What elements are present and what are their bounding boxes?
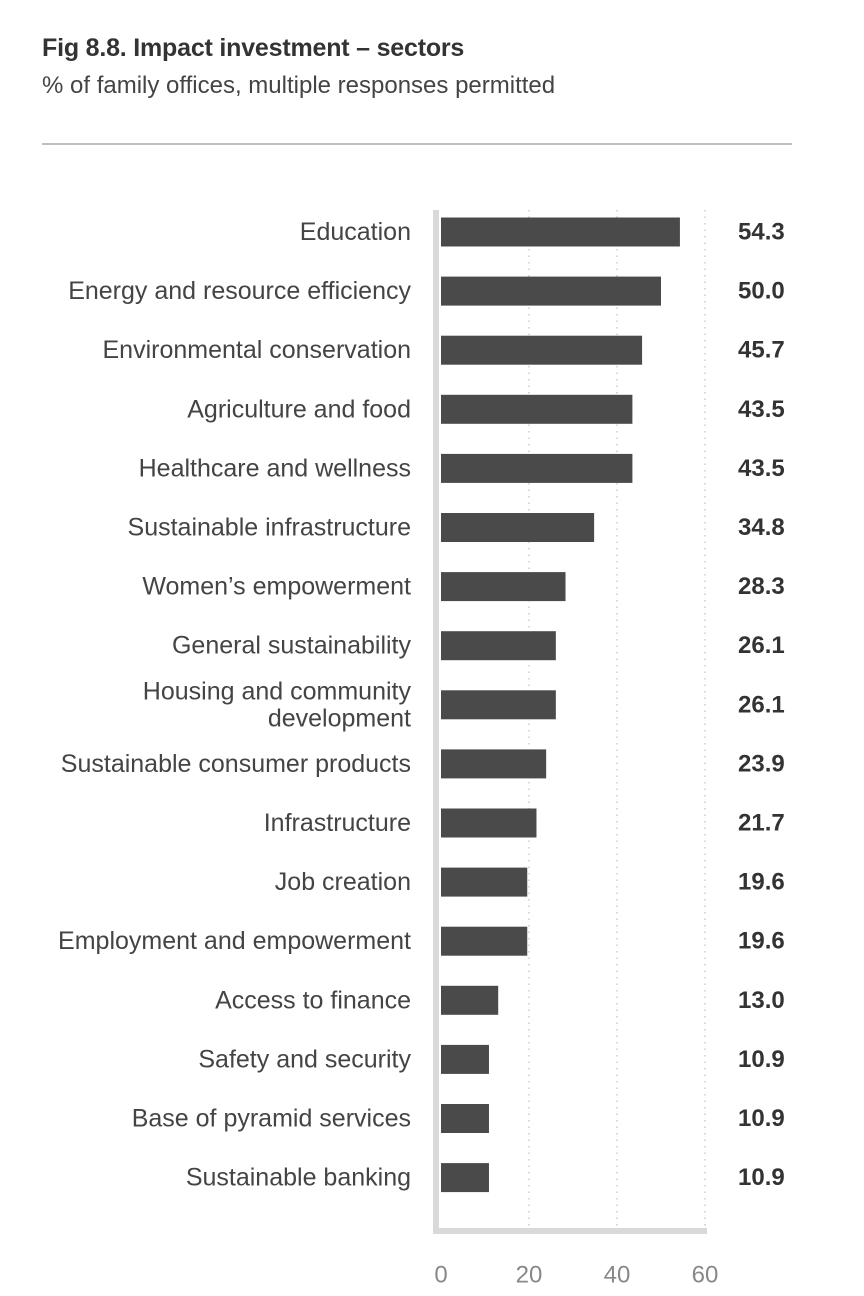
x-tick-label: 40	[604, 1262, 631, 1289]
category-label: Healthcare and wellness	[139, 454, 411, 482]
value-label: 50.0	[738, 278, 785, 305]
bar	[441, 631, 556, 661]
category-label: Job creation	[275, 868, 411, 896]
value-label: 26.1	[738, 632, 785, 659]
category-label: Environmental conservation	[103, 336, 412, 364]
bar	[441, 217, 680, 247]
category-label: development	[268, 704, 411, 732]
category-label: Base of pyramid services	[132, 1105, 411, 1133]
value-label: 28.3	[738, 573, 785, 600]
x-tick-label: 20	[516, 1262, 543, 1289]
value-label: 10.9	[738, 1164, 785, 1191]
x-tick-label: 60	[692, 1262, 719, 1289]
bar	[441, 867, 528, 897]
bar	[441, 394, 633, 424]
bar	[441, 808, 537, 838]
category-label: General sustainability	[172, 632, 412, 660]
category-label: Sustainable infrastructure	[128, 514, 411, 542]
category-label: Energy and resource efficiency	[68, 277, 411, 305]
chart-subtitle: % of family offices, multiple responses …	[42, 72, 556, 99]
value-label: 23.9	[738, 750, 785, 777]
bar	[441, 1044, 489, 1074]
bar	[441, 749, 547, 779]
bar	[441, 1163, 489, 1193]
bar	[441, 572, 566, 602]
bar	[441, 276, 661, 306]
bar	[441, 690, 556, 720]
value-label: 13.0	[738, 987, 785, 1014]
bar	[441, 985, 499, 1015]
bar	[441, 335, 643, 365]
value-label: 10.9	[738, 1046, 785, 1073]
bar	[441, 453, 633, 483]
category-label: Education	[300, 218, 411, 246]
value-label: 19.6	[738, 869, 785, 896]
value-label: 54.3	[738, 219, 785, 246]
category-label: Women’s empowerment	[142, 573, 411, 601]
value-label: 43.5	[738, 455, 785, 482]
category-label: Infrastructure	[264, 809, 411, 837]
bar	[441, 1104, 489, 1133]
category-label: Access to finance	[215, 986, 411, 1014]
value-label: 34.8	[738, 514, 785, 541]
value-label: 26.1	[738, 691, 785, 718]
category-label: Housing and community	[143, 677, 412, 705]
value-label: 19.6	[738, 928, 785, 955]
value-label: 43.5	[738, 396, 785, 423]
bar	[441, 513, 595, 542]
value-label: 21.7	[738, 810, 785, 837]
bar	[441, 926, 528, 956]
value-label: 45.7	[738, 337, 785, 364]
chart-title: Fig 8.8. Impact investment – sectors	[42, 34, 465, 62]
category-label: Sustainable banking	[186, 1164, 411, 1192]
title-divider	[42, 143, 792, 145]
category-label: Safety and security	[198, 1045, 411, 1073]
category-label: Employment and empowerment	[58, 927, 411, 955]
category-label: Agriculture and food	[187, 395, 411, 423]
category-label: Sustainable consumer products	[61, 750, 411, 778]
value-label: 10.9	[738, 1105, 785, 1132]
x-tick-label: 0	[434, 1262, 447, 1289]
